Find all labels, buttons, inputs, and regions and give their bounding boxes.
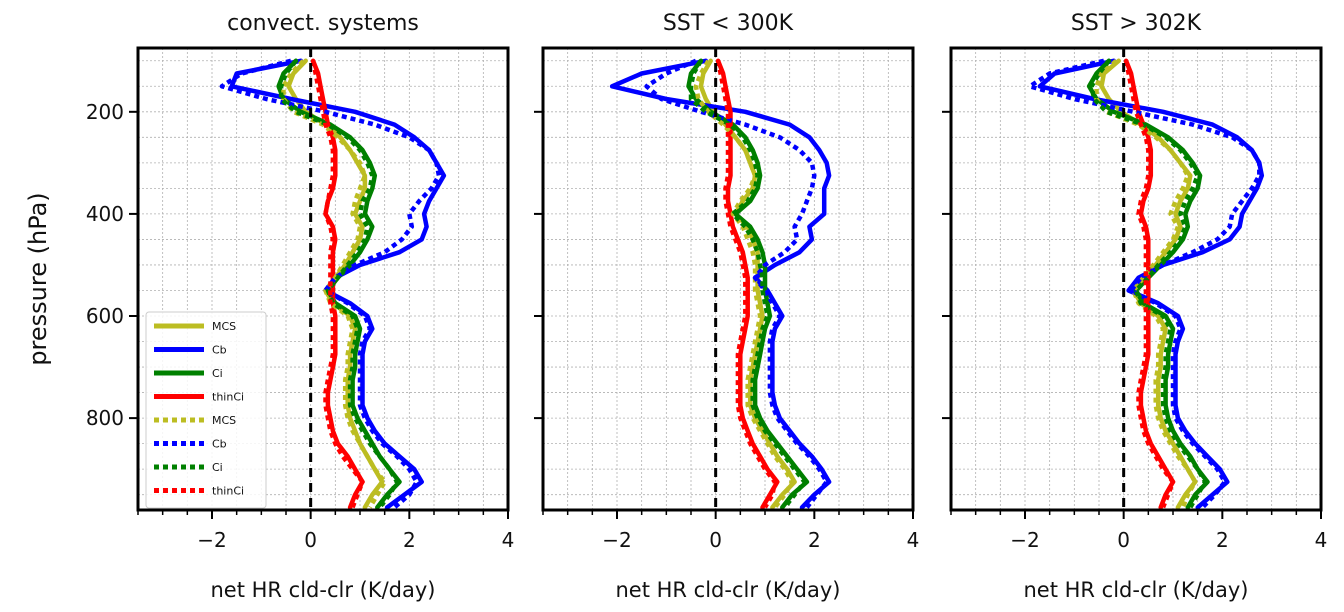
series-MCS-dotted [1094, 59, 1198, 509]
series-thinCi-dotted [715, 60, 778, 509]
series-thinCi-solid [1123, 58, 1176, 510]
legend-label: MCS [212, 414, 236, 427]
y-axis [942, 110, 951, 420]
x-tick-label: 4 [502, 528, 515, 552]
y-axis [534, 110, 543, 420]
x-tick-label: −2 [602, 528, 631, 552]
series-MCS-dotted [693, 59, 795, 509]
x-axis: −2 0 2 4 net HR cld-clr (K/day) [950, 510, 1328, 602]
series-Ci-dotted [688, 59, 807, 509]
y-tick-label: 800 [86, 406, 124, 430]
series-thinCi-dotted [310, 60, 365, 509]
y-axis-label: pressure (hPa) [24, 192, 52, 365]
series-Cb-dotted [219, 58, 442, 510]
series-thinCi-solid [715, 58, 780, 510]
legend-label: Cb [212, 344, 227, 357]
y-axis: 200 400 600 800 pressure (hPa) [24, 100, 138, 430]
series-lines [609, 58, 832, 510]
legend: MCS Cb Ci thinCi MCS Cb Ci thinCi [145, 311, 267, 509]
x-axis-label: net HR cld-clr (K/day) [615, 578, 840, 602]
chart-title: convect. systems [227, 11, 419, 36]
x-axis: −2 0 2 4 net HR cld-clr (K/day) [137, 510, 515, 602]
series-Ci-solid [686, 58, 810, 510]
x-axis-label: net HR cld-clr (K/day) [210, 578, 435, 602]
x-tick-label: −2 [197, 528, 226, 552]
y-tick-label: 400 [86, 202, 124, 226]
x-tick-label: 2 [808, 528, 821, 552]
legend-label: Ci [212, 461, 223, 474]
legend-label: Cb [212, 438, 227, 451]
x-tick-label: 4 [907, 528, 920, 552]
plot-frame [136, 46, 510, 512]
legend-label: thinCi [212, 485, 244, 498]
series-Ci-solid [1086, 58, 1210, 510]
x-tick-label: 0 [709, 528, 722, 552]
panel-3: −2 0 2 4 net HR cld-clr (K/day) SST > 302K [942, 11, 1327, 602]
series-thinCi-dotted [1123, 60, 1176, 509]
series-Ci-dotted [278, 59, 400, 509]
chart-title: SST < 300K [663, 11, 794, 36]
y-tick-label: 600 [86, 304, 124, 328]
grid [137, 48, 508, 510]
legend-box [145, 311, 267, 509]
x-tick-label: 0 [1117, 528, 1130, 552]
series-Cb-dotted [644, 58, 829, 509]
plot-frame [541, 46, 915, 512]
series-lines [219, 58, 447, 510]
x-tick-label: 4 [1315, 528, 1328, 552]
chart-title: SST > 302K [1071, 11, 1202, 36]
x-tick-label: 2 [1216, 528, 1229, 552]
legend-label: thinCi [212, 391, 244, 404]
series-lines [1027, 58, 1265, 510]
x-tick-label: 0 [304, 528, 317, 552]
legend-label: Ci [212, 367, 223, 380]
panel-2: −2 0 2 4 net HR cld-clr (K/day) SST < 300K [534, 11, 919, 602]
x-axis-label: net HR cld-clr (K/day) [1023, 578, 1248, 602]
x-tick-label: 2 [403, 528, 416, 552]
y-tick-label: 200 [86, 100, 124, 124]
panel-1: −2 0 2 4 net HR cld-clr (K/day) 200 400 600 800 p… [24, 11, 514, 602]
legend-label: MCS [212, 320, 236, 333]
plot-frame [949, 46, 1323, 512]
series-Cb-dotted [1027, 58, 1262, 509]
x-axis: −2 0 2 4 net HR cld-clr (K/day) [542, 510, 920, 602]
x-tick-label: −2 [1010, 528, 1039, 552]
